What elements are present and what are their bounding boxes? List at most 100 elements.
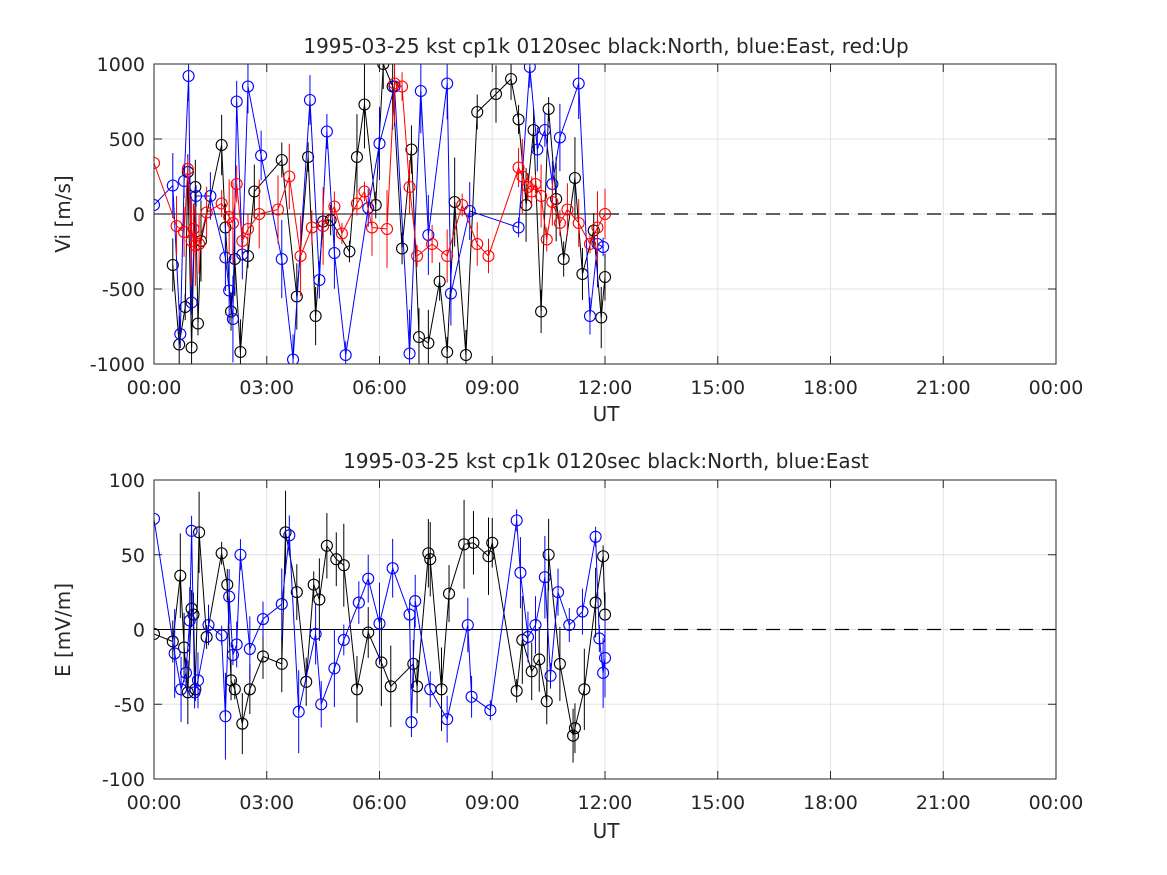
data-point-black bbox=[215, 138, 228, 152]
data-point-blue bbox=[320, 125, 333, 138]
data-point-blue bbox=[593, 632, 606, 645]
data-point-blue bbox=[185, 296, 198, 309]
y-tick-label: 1000 bbox=[97, 54, 145, 76]
data-point-black bbox=[471, 105, 484, 119]
data-point-black bbox=[525, 665, 538, 678]
data-point-blue bbox=[523, 64, 536, 74]
data-point-black bbox=[337, 559, 350, 572]
data-point-red bbox=[529, 177, 542, 191]
data-point-blue bbox=[179, 666, 192, 679]
axes-frame bbox=[153, 63, 1057, 365]
data-point-black bbox=[154, 627, 161, 641]
data-point-black bbox=[377, 64, 390, 71]
data-point-red bbox=[215, 197, 228, 210]
data-point-blue bbox=[315, 698, 328, 711]
data-point-black bbox=[256, 650, 270, 663]
data-point-red bbox=[598, 207, 612, 221]
data-point-red bbox=[294, 249, 307, 263]
data-point-blue bbox=[514, 566, 527, 579]
data-point-blue bbox=[255, 149, 268, 162]
data-point-black bbox=[166, 635, 179, 648]
data-point-black bbox=[200, 630, 213, 644]
data-point-red bbox=[411, 249, 424, 263]
data-point-blue bbox=[313, 273, 326, 287]
data-point-black bbox=[535, 305, 548, 318]
x-tick-label: 15:00 bbox=[690, 377, 745, 399]
data-point-red bbox=[583, 237, 597, 251]
data-point-red bbox=[535, 189, 548, 203]
data-point-blue bbox=[465, 690, 478, 703]
x-tick-label: 00:00 bbox=[1029, 377, 1084, 399]
data-point-black bbox=[512, 113, 525, 126]
data-point-red bbox=[521, 180, 535, 194]
data-point-red bbox=[540, 233, 553, 246]
data-point-black bbox=[422, 547, 435, 560]
data-point-blue bbox=[303, 93, 317, 107]
data-point-blue bbox=[531, 143, 544, 156]
data-point-blue bbox=[223, 590, 236, 603]
data-point-blue bbox=[328, 662, 341, 675]
velocity-x-axis-label: UT bbox=[593, 402, 621, 426]
data-point-blue bbox=[521, 630, 535, 644]
data-point-black bbox=[411, 680, 424, 693]
data-point-red bbox=[516, 170, 529, 183]
x-tick-label: 06:00 bbox=[352, 792, 407, 814]
x-tick-label: 15:00 bbox=[690, 792, 745, 814]
data-point-black bbox=[320, 539, 333, 552]
data-point-blue bbox=[190, 189, 203, 203]
data-point-blue bbox=[441, 77, 454, 90]
data-point-blue bbox=[441, 713, 454, 726]
data-point-blue bbox=[178, 174, 191, 188]
data-layer bbox=[154, 490, 612, 763]
data-point-black bbox=[553, 657, 566, 670]
y-tick-label: -100 bbox=[102, 769, 145, 791]
y-tick-label: 0 bbox=[133, 204, 145, 226]
data-point-black bbox=[174, 569, 187, 582]
data-point-black bbox=[275, 153, 288, 167]
y-tick-label: 500 bbox=[109, 129, 145, 151]
data-point-red bbox=[181, 162, 194, 176]
y-tick-label: -500 bbox=[102, 279, 145, 301]
x-tick-label: 09:00 bbox=[465, 377, 520, 399]
efield-x-axis-label: UT bbox=[593, 819, 621, 843]
data-point-blue bbox=[589, 530, 602, 543]
data-point-blue bbox=[538, 571, 551, 584]
data-point-black bbox=[236, 717, 249, 730]
data-point-black bbox=[234, 345, 247, 359]
data-point-black bbox=[362, 626, 375, 639]
data-point-blue bbox=[362, 201, 375, 215]
y-tick-label: 0 bbox=[133, 620, 145, 642]
data-point-red bbox=[358, 185, 371, 198]
series-line-red bbox=[154, 82, 606, 258]
data-point-black bbox=[598, 270, 612, 284]
data-point-red bbox=[441, 249, 454, 263]
data-point-black bbox=[459, 348, 472, 362]
data-point-blue bbox=[226, 648, 239, 661]
data-point-black bbox=[458, 538, 471, 551]
data-point-blue bbox=[219, 251, 232, 264]
data-point-black bbox=[166, 258, 179, 272]
data-point-blue bbox=[583, 309, 597, 323]
x-tick-label: 12:00 bbox=[578, 377, 633, 399]
data-point-red bbox=[426, 237, 439, 251]
data-point-blue bbox=[154, 512, 161, 525]
data-point-black bbox=[578, 683, 591, 696]
data-point-black bbox=[181, 686, 194, 699]
data-point-blue bbox=[414, 84, 427, 98]
data-point-black bbox=[185, 341, 198, 354]
data-point-red bbox=[403, 180, 416, 194]
data-point-blue bbox=[219, 710, 232, 723]
data-point-red bbox=[170, 219, 183, 233]
x-tick-label: 12:00 bbox=[578, 792, 633, 814]
data-point-red bbox=[226, 216, 239, 230]
data-point-black bbox=[307, 578, 320, 591]
x-tick-label: 18:00 bbox=[803, 377, 858, 399]
data-point-red bbox=[223, 210, 236, 224]
data-point-blue bbox=[185, 524, 198, 537]
data-point-black bbox=[422, 336, 435, 350]
data-point-blue bbox=[183, 614, 196, 627]
data-point-blue bbox=[529, 618, 542, 632]
axes-frame bbox=[153, 479, 1057, 780]
data-point-red bbox=[365, 221, 379, 234]
